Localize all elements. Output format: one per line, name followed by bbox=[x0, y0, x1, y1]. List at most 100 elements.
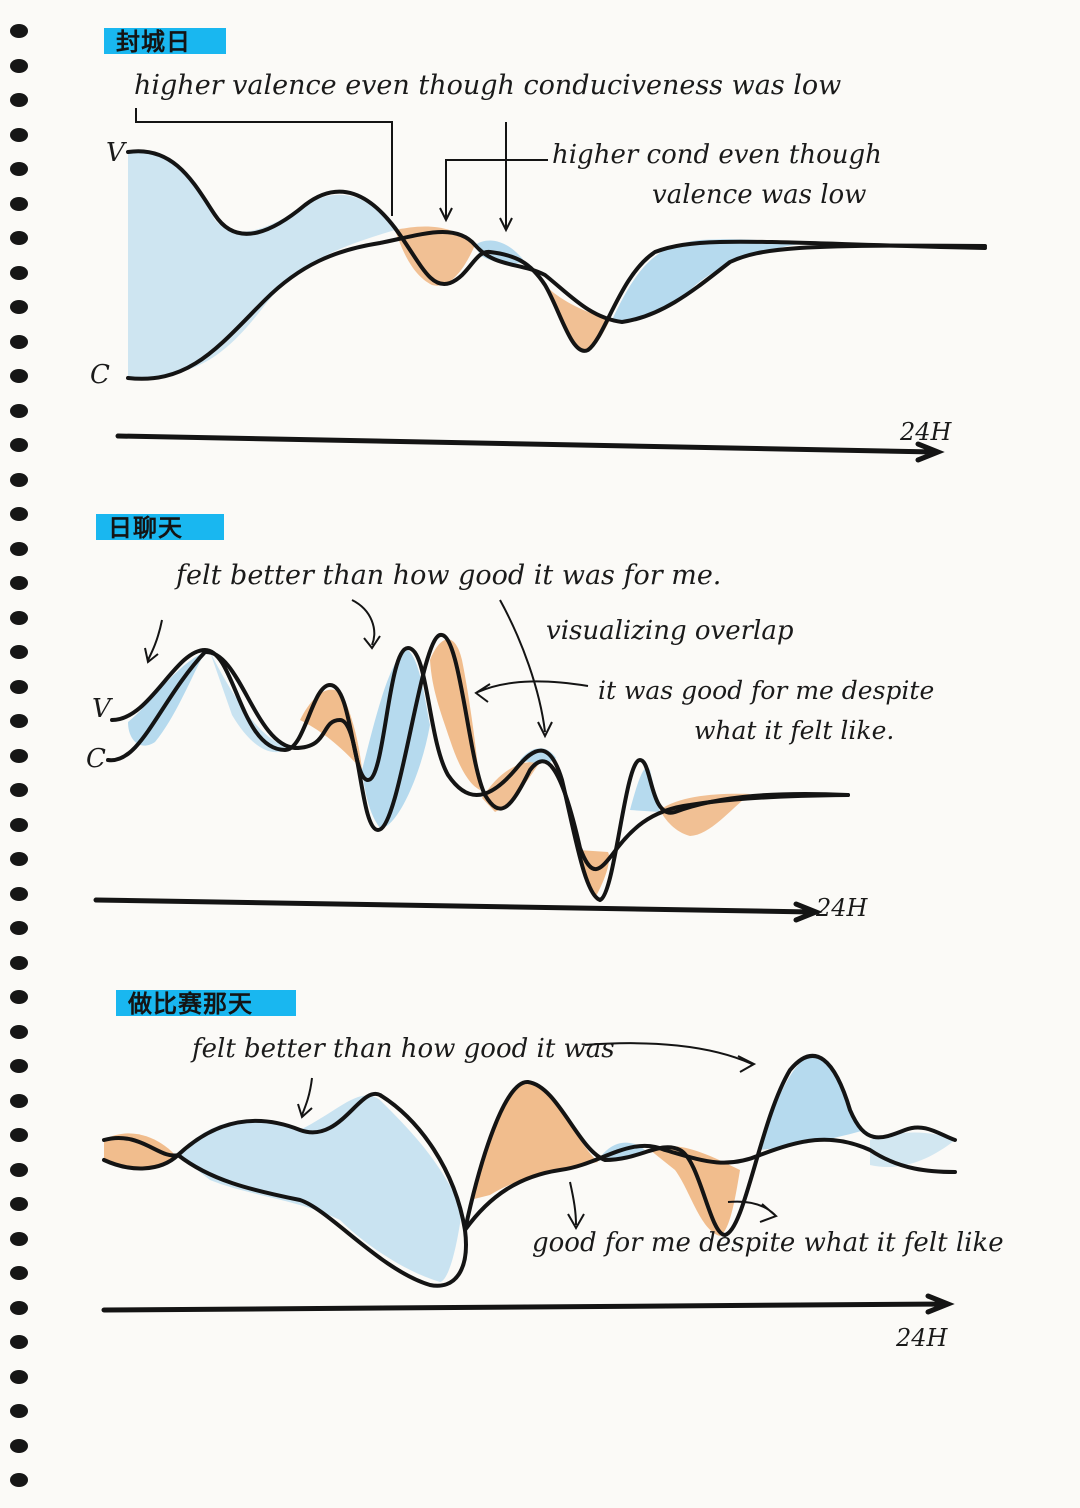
spiral-ring bbox=[10, 783, 28, 797]
s2-note-visualizing: visualizing overlap bbox=[546, 616, 794, 646]
s1-axis-label: 24H bbox=[900, 418, 952, 446]
s3-arrow-right bbox=[584, 1042, 757, 1073]
spiral-ring bbox=[10, 921, 28, 935]
spiral-ring bbox=[10, 576, 28, 590]
s2-arrow-good bbox=[474, 680, 589, 703]
s2-note-good-1: it was good for me despite bbox=[598, 676, 935, 705]
spiral-ring bbox=[10, 1024, 28, 1039]
s3-axis-label: 24H bbox=[896, 1324, 948, 1352]
s2-time-axis bbox=[93, 897, 823, 923]
spiral-ring bbox=[10, 1369, 28, 1384]
spiral-ring bbox=[10, 679, 28, 694]
spiral-ring bbox=[10, 369, 28, 383]
spiral-ring bbox=[10, 472, 28, 487]
s1-fill-orange-2 bbox=[545, 285, 610, 352]
spiral-ring bbox=[10, 300, 28, 314]
spiral-ring bbox=[10, 334, 28, 349]
s2-curve-v bbox=[110, 645, 850, 903]
s2-fill-blue-2 bbox=[210, 652, 290, 753]
s2-label-c: C bbox=[86, 744, 106, 774]
spiral-ring bbox=[10, 1266, 28, 1280]
s1-label-v: V bbox=[106, 138, 125, 168]
s3-note-felt-better: felt better than how good it was bbox=[192, 1034, 615, 1064]
spiral-ring bbox=[10, 1128, 28, 1142]
s3-curve-c bbox=[463, 1137, 957, 1232]
section-1-chart bbox=[115, 108, 987, 463]
s3-arrow-down-1 bbox=[567, 1181, 585, 1231]
s3-fill-blue-3 bbox=[760, 1055, 865, 1150]
spiral-ring bbox=[10, 990, 28, 1004]
s2-fill-blue-5 bbox=[630, 767, 660, 812]
s2-arrow-mid bbox=[351, 599, 381, 650]
s2-curve-c bbox=[106, 633, 850, 872]
spiral-ring bbox=[10, 886, 28, 901]
s3-fill-blue-1 bbox=[178, 1095, 462, 1282]
spiral-ring bbox=[10, 748, 28, 763]
spiral-ring bbox=[10, 610, 28, 625]
s3-curve-a bbox=[102, 1091, 468, 1288]
s3-fill-orange-1 bbox=[104, 1133, 175, 1169]
s2-fill-orange-3 bbox=[482, 761, 540, 812]
s3-fill-blue-4 bbox=[870, 1132, 955, 1168]
spiral-ring bbox=[10, 1162, 28, 1177]
spiral-ring bbox=[10, 955, 28, 970]
spiral-ring bbox=[10, 1197, 28, 1211]
s2-fill-blue-3 bbox=[362, 650, 430, 829]
spiral-ring bbox=[10, 265, 28, 280]
spiral-ring bbox=[10, 93, 28, 107]
s1-note-higher-cond-1: higher cond even though bbox=[552, 140, 882, 170]
s1-note-higher-valence: higher valence even though conduciveness… bbox=[134, 70, 842, 101]
spiral-ring bbox=[10, 438, 28, 452]
spiral-ring bbox=[10, 162, 28, 176]
s2-note-good-2: what it felt like. bbox=[694, 716, 895, 745]
spiral-ring bbox=[10, 58, 28, 73]
spiral-ring bbox=[10, 1093, 28, 1108]
spiral-ring bbox=[10, 1438, 28, 1453]
spiral-ring bbox=[10, 196, 28, 211]
spiral-ring bbox=[10, 1059, 28, 1073]
s1-time-axis bbox=[115, 433, 945, 463]
spiral-ring bbox=[10, 1335, 28, 1349]
s2-axis-label: 24H bbox=[816, 894, 868, 922]
spiral-ring bbox=[10, 817, 28, 832]
s3-arrow-left bbox=[297, 1077, 313, 1119]
spiral-ring bbox=[10, 1300, 28, 1315]
s2-note-felt-better: felt better than how good it was for me. bbox=[176, 560, 722, 591]
spiral-ring bbox=[10, 541, 28, 556]
spiral-ring bbox=[10, 645, 28, 659]
s3-curve-b bbox=[463, 1054, 957, 1238]
s2-fill-orange-2 bbox=[430, 639, 480, 790]
spiral-ring bbox=[10, 231, 28, 245]
spiral-ring bbox=[10, 127, 28, 142]
s1-note-higher-cond-2: valence was low bbox=[652, 180, 867, 210]
s1-curve-c bbox=[126, 230, 987, 381]
s1-fill-orange-1 bbox=[395, 226, 475, 286]
s3-time-axis bbox=[101, 1293, 955, 1315]
spiral-ring bbox=[10, 24, 28, 38]
spiral-ring bbox=[10, 1231, 28, 1246]
section-3-title-text: 做比赛那天 bbox=[128, 990, 253, 1018]
s3-fill-orange-2 bbox=[470, 1081, 598, 1200]
s1-arrow-b bbox=[499, 122, 513, 233]
s2-label-v: V bbox=[92, 694, 111, 724]
s3-fill-orange-3 bbox=[650, 1146, 740, 1236]
s2-arrow-right bbox=[499, 599, 553, 739]
s3-arrow-down-2 bbox=[727, 1200, 778, 1223]
s1-label-c: C bbox=[90, 360, 110, 390]
section-3-chart bbox=[101, 1042, 957, 1315]
spiral-ring bbox=[10, 1404, 28, 1418]
s1-fill-blue-3 bbox=[612, 239, 800, 321]
section-1-title-text: 封城日 bbox=[116, 28, 191, 56]
s1-fill-blue-left bbox=[128, 151, 395, 379]
s2-arrow-left bbox=[144, 619, 163, 664]
spiral-ring bbox=[10, 1473, 28, 1487]
spiral-ring bbox=[10, 714, 28, 728]
s1-arrow-a bbox=[439, 159, 548, 223]
spiral-ring bbox=[10, 852, 28, 866]
section-2-title-text: 日聊天 bbox=[108, 514, 183, 542]
s3-note-good: good for me despite what it felt like bbox=[532, 1228, 1004, 1258]
s1-bracket bbox=[135, 108, 393, 216]
section-2-chart bbox=[93, 599, 850, 923]
